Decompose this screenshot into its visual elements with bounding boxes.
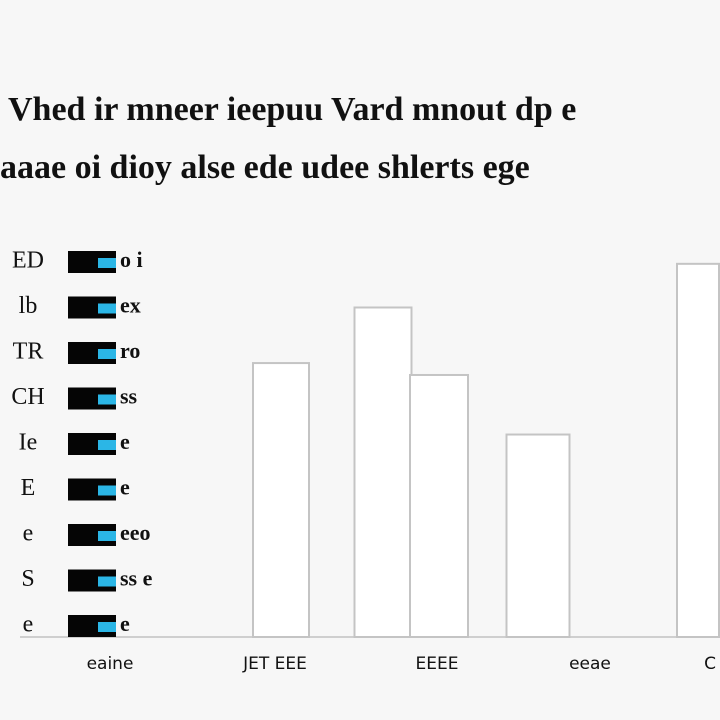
x-tick-label: EEEE xyxy=(416,654,459,674)
legend-swatch-accent xyxy=(98,531,116,541)
chart-title: Vhed ir mneer ieepuu Vard mnout dp e xyxy=(8,91,576,128)
x-tick-label: eeae xyxy=(569,654,611,674)
legend-label: ro xyxy=(120,338,140,363)
legend-label: eeo xyxy=(120,520,151,545)
legend-icon: TR xyxy=(13,339,44,365)
legend-swatch-accent xyxy=(98,258,116,268)
legend-icon: lb xyxy=(19,293,38,319)
legend-label: ss e xyxy=(120,566,153,591)
legend-label: e xyxy=(120,475,130,500)
legend-swatch-accent xyxy=(98,303,116,314)
legend-label: o i xyxy=(120,247,143,272)
legend-swatch-accent xyxy=(98,485,116,496)
legend-icon: Ie xyxy=(19,430,38,456)
x-tick-label: eaine xyxy=(87,654,134,674)
bar xyxy=(353,306,413,638)
legend-icon: E xyxy=(21,475,36,501)
legend-icon: e xyxy=(23,521,34,547)
bar xyxy=(409,373,469,638)
x-tick-label: JET EEE xyxy=(242,654,307,674)
legend-icon: S xyxy=(21,566,34,592)
legend-swatch-accent xyxy=(98,622,116,632)
legend-label: ex xyxy=(120,293,141,318)
legend-icon: e xyxy=(23,612,34,638)
chart-subtitle: aaae oi dioy alse ede udee shlerts ege xyxy=(0,149,530,186)
legend-swatch-accent xyxy=(98,440,116,450)
x-tick-label: C xyxy=(704,654,716,674)
legend-label: e xyxy=(120,611,130,636)
bar xyxy=(676,262,720,638)
legend-swatch-accent xyxy=(98,394,116,405)
legend-icon: CH xyxy=(11,384,44,410)
legend-swatch-accent xyxy=(98,576,116,587)
legend-swatch-accent xyxy=(98,349,116,359)
bar xyxy=(252,362,310,638)
bar xyxy=(505,433,571,638)
legend-label: ss xyxy=(120,384,138,409)
legend-label: e xyxy=(120,429,130,454)
legend-icon: ED xyxy=(12,248,44,274)
